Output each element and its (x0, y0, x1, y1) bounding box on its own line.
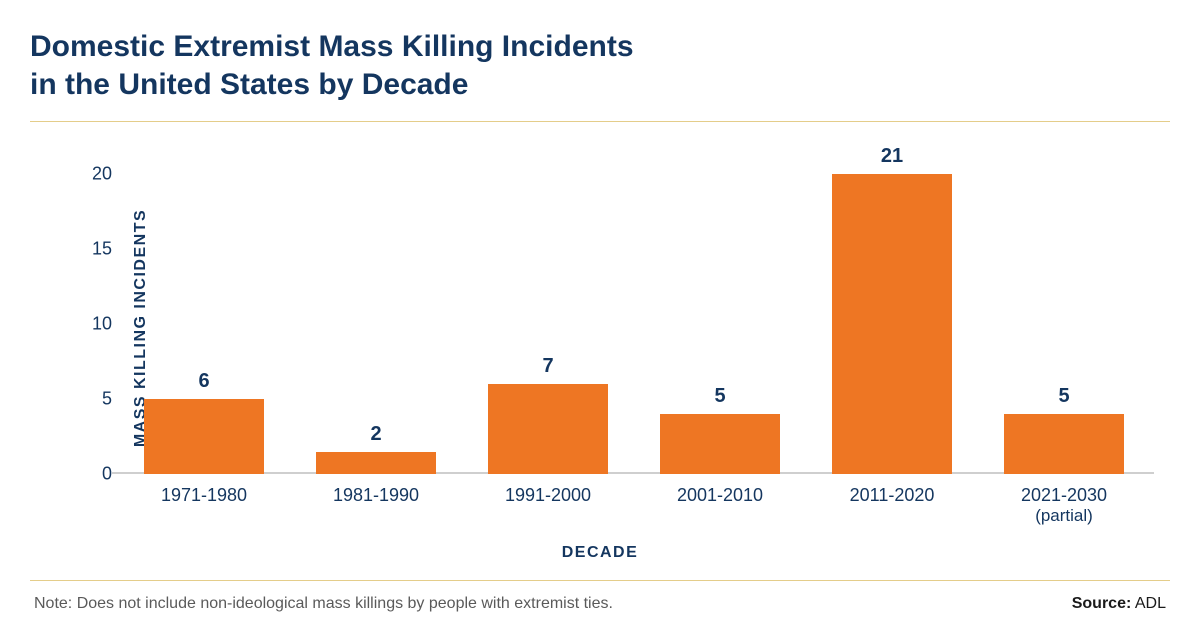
top-rule (30, 121, 1170, 122)
x-label-text: 1981-1990 (290, 485, 462, 506)
bar-slot: 6 (118, 144, 290, 474)
x-label-text: 2021-2030 (978, 485, 1150, 506)
source-value: ADL (1135, 595, 1166, 612)
bars-group: 6 2 7 5 21 5 (118, 144, 1150, 474)
x-label-text: 1991-2000 (462, 485, 634, 506)
chart-container: Domestic Extremist Mass Killing Incident… (0, 0, 1200, 630)
x-label: 2001-2010 (634, 485, 806, 526)
bar-slot: 7 (462, 144, 634, 474)
chart-area: MASS KILLING INCIDENTS 6275215 05101520 … (30, 144, 1170, 544)
bar-slot: 5 (634, 144, 806, 474)
x-label: 1981-1990 (290, 485, 462, 526)
source-label: Source: (1072, 595, 1132, 612)
bar-rect (316, 452, 436, 475)
y-tick: 5 (84, 389, 112, 410)
footer-note: Note: Does not include non-ideological m… (34, 595, 613, 613)
title-line1: Domestic Extremist Mass Killing Incident… (30, 30, 634, 63)
bar-value-label: 2 (370, 423, 381, 446)
bar-rect (488, 384, 608, 474)
x-label-text: 2011-2020 (806, 485, 978, 506)
x-label-text: 2001-2010 (634, 485, 806, 506)
x-label: 2011-2020 (806, 485, 978, 526)
x-label: 1971-1980 (118, 485, 290, 526)
bar-rect (1004, 414, 1124, 474)
footer-source: Source: ADL (1072, 595, 1166, 613)
x-sublabel: (partial) (978, 506, 1150, 526)
plot-region: 6275215 05101520 (118, 144, 1150, 474)
bar-slot: 21 (806, 144, 978, 474)
x-labels: 1971-19801981-19901991-20002001-20102011… (118, 485, 1150, 526)
footer: Note: Does not include non-ideological m… (30, 581, 1170, 613)
y-tick: 10 (84, 314, 112, 335)
x-label: 1991-2000 (462, 485, 634, 526)
chart-title: Domestic Extremist Mass Killing Incident… (30, 28, 1170, 103)
bar-value-label: 7 (542, 355, 553, 378)
bar-slot: 5 (978, 144, 1150, 474)
x-label: 2021-2030(partial) (978, 485, 1150, 526)
bar-value-label: 5 (1058, 385, 1069, 408)
bar-slot: 2 (290, 144, 462, 474)
bar-value-label: 6 (198, 370, 209, 393)
y-tick: 20 (84, 164, 112, 185)
x-label-text: 1971-1980 (118, 485, 290, 506)
bar-rect (832, 174, 952, 474)
bar-value-label: 5 (714, 385, 725, 408)
bar-rect (660, 414, 780, 474)
y-tick: 15 (84, 239, 112, 260)
title-line2: in the United States by Decade (30, 68, 468, 101)
bar-rect (144, 399, 264, 474)
bar-value-label: 21 (881, 145, 903, 168)
x-axis-label: DECADE (30, 544, 1170, 562)
y-tick: 0 (84, 464, 112, 485)
